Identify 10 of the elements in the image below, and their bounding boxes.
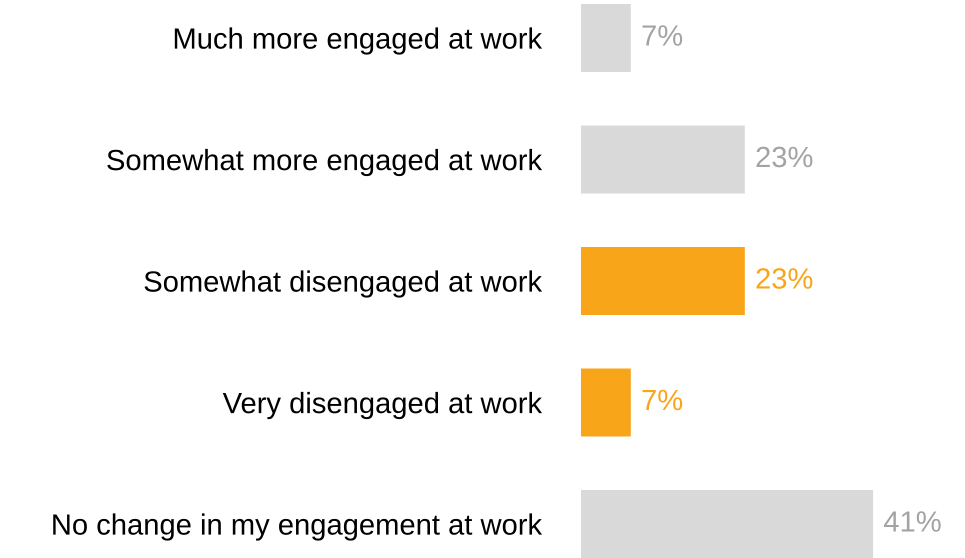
data-label: 23% [756,146,812,168]
y-tick-label: Much more engaged at work [174,27,542,55]
data-label: 41% [884,511,941,532]
data-label: 7% [642,25,682,46]
y-tick-label: No change in my engagement at work [53,513,542,541]
data-label: 7% [642,390,682,410]
y-tick-label: Somewhat more engaged at work [107,148,542,176]
data-label: 23% [756,268,812,289]
y-tick-label: Somewhat disengaged at work [144,270,542,298]
y-tick-label: Very disengaged at work [222,392,542,420]
